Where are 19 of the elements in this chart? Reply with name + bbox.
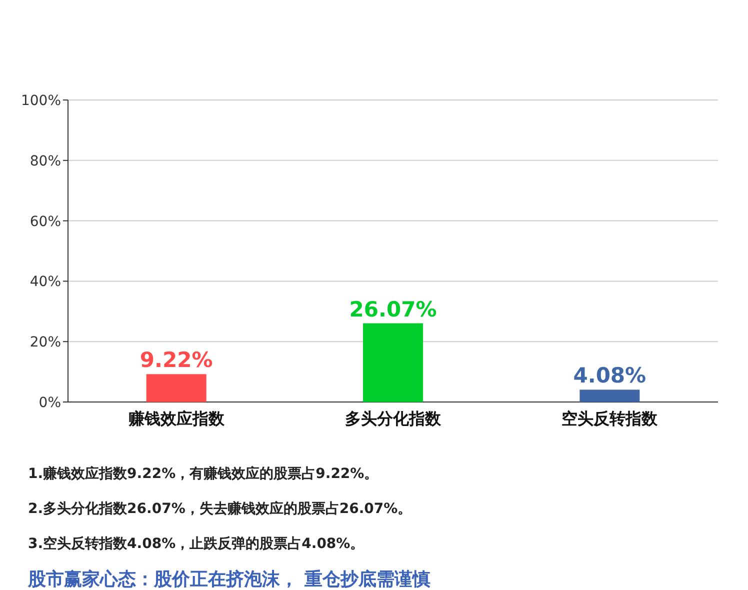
bar <box>363 323 423 402</box>
y-tick-label: 100% <box>20 93 61 109</box>
bar <box>146 374 206 402</box>
y-tick-label: 0% <box>38 395 61 411</box>
y-tick-label: 40% <box>30 274 61 290</box>
y-tick-label: 20% <box>30 334 61 351</box>
y-tick-label: 80% <box>30 153 61 170</box>
x-tick-label: 空头反转指数 <box>562 409 659 428</box>
bar <box>580 390 640 402</box>
text: 股市赢家心态：股价正在挤泡沫， 重仓抄底需谨慎 <box>27 569 430 590</box>
data-label: 4.08% <box>573 364 646 388</box>
x-tick-label: 赚钱效应指数 <box>127 409 226 428</box>
text: 2.多头分化指数26.07%，失去赚钱效应的股票占26.07%。 <box>28 500 412 517</box>
text: 1.赚钱效应指数9.22%，有赚钱效应的股票占9.22%。 <box>28 465 378 482</box>
data-label: 26.07% <box>349 297 437 322</box>
text: 3.空头反转指数4.08%，止跌反弹的股票占4.08%。 <box>28 535 364 552</box>
y-tick-label: 60% <box>30 214 61 230</box>
x-tick-label: 多头分化指数 <box>345 409 442 428</box>
data-label: 9.22% <box>140 348 213 372</box>
